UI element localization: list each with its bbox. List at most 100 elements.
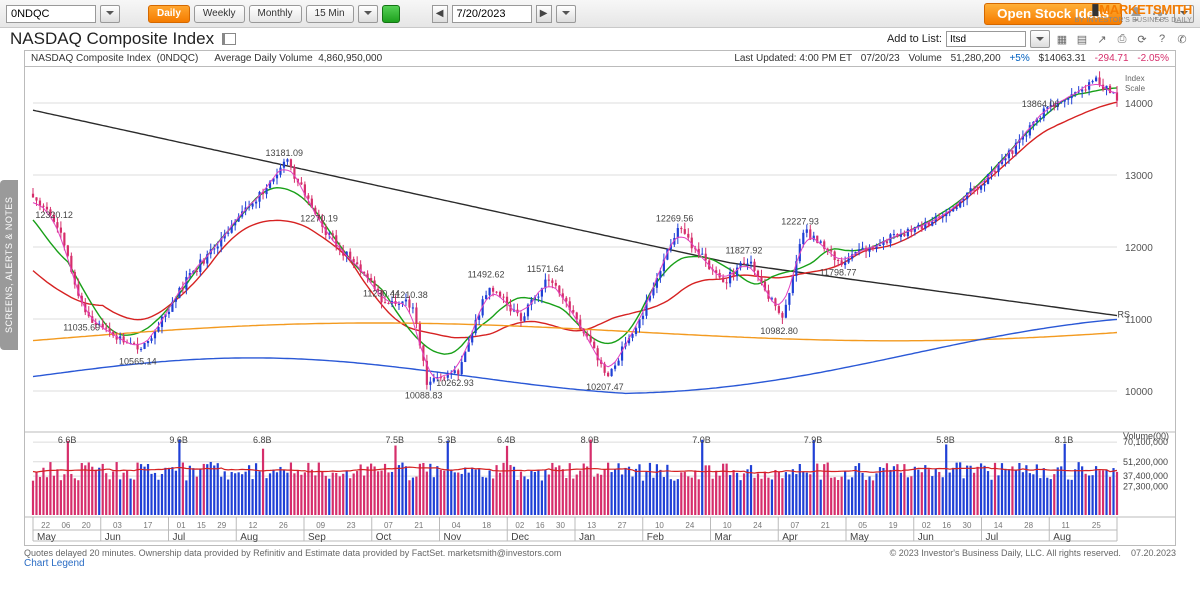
svg-text:Scale: Scale — [1125, 84, 1146, 93]
svg-text:27: 27 — [618, 521, 627, 530]
svg-text:12227.93: 12227.93 — [781, 217, 819, 227]
svg-text:30: 30 — [556, 521, 565, 530]
svg-text:24: 24 — [685, 521, 694, 530]
svg-text:10: 10 — [723, 521, 732, 530]
date-prev[interactable]: ◀ — [432, 5, 448, 23]
chart-container[interactable]: 1000011000120001300014000IndexScaleRS123… — [24, 66, 1176, 546]
help-icon[interactable]: ? — [1154, 31, 1170, 47]
share-icon[interactable]: ↗ — [1094, 31, 1110, 47]
refresh-icon[interactable]: ⟳ — [1134, 31, 1150, 47]
svg-text:May: May — [37, 532, 56, 543]
interval-monthly[interactable]: Monthly — [249, 5, 302, 23]
interval-daily[interactable]: Daily — [148, 5, 190, 23]
svg-text:16: 16 — [536, 521, 545, 530]
svg-text:07: 07 — [790, 521, 799, 530]
add-to-list-label: Add to List: — [887, 33, 942, 45]
svg-text:10: 10 — [655, 521, 664, 530]
chart-legend-link[interactable]: Chart Legend — [24, 558, 1176, 569]
svg-text:8.0B: 8.0B — [581, 435, 600, 445]
chart-svg: 1000011000120001300014000IndexScaleRS123… — [25, 67, 1175, 547]
svg-text:6.4B: 6.4B — [497, 435, 516, 445]
svg-text:11492.62: 11492.62 — [468, 270, 505, 280]
svg-text:02: 02 — [922, 521, 931, 530]
symbol-input[interactable] — [6, 5, 96, 23]
svg-text:29: 29 — [217, 521, 226, 530]
svg-text:02: 02 — [515, 521, 524, 530]
svg-text:22: 22 — [41, 521, 50, 530]
svg-text:Jun: Jun — [105, 532, 121, 543]
svg-text:10000: 10000 — [1125, 387, 1153, 398]
vol-value: 51,280,200 — [951, 53, 1001, 64]
svg-text:7.0B: 7.0B — [692, 435, 711, 445]
svg-text:Sep: Sep — [308, 532, 326, 543]
date-dropdown[interactable] — [556, 5, 576, 23]
svg-text:Dec: Dec — [511, 532, 529, 543]
svg-text:10207.47: 10207.47 — [586, 382, 624, 392]
svg-text:5.3B: 5.3B — [438, 435, 457, 445]
svg-text:Feb: Feb — [647, 532, 665, 543]
interval-dropdown[interactable] — [358, 5, 378, 23]
svg-text:10262.93: 10262.93 — [436, 378, 474, 388]
svg-text:Jan: Jan — [579, 532, 595, 543]
svg-text:11210.38: 11210.38 — [391, 290, 428, 300]
title-bar: NASDAQ Composite Index Add to List: ▦ ▤ … — [0, 28, 1200, 50]
svg-text:24: 24 — [753, 521, 762, 530]
svg-text:12: 12 — [248, 521, 257, 530]
add-to-list-dropdown[interactable] — [1030, 30, 1050, 48]
svg-text:21: 21 — [821, 521, 830, 530]
svg-text:04: 04 — [452, 521, 461, 530]
symbol-dropdown[interactable] — [100, 5, 120, 23]
updated-label: Last Updated: 4:00 PM ET — [734, 53, 852, 64]
brand-logo: ▮MARKETSMITH BY INVESTOR'S BUSINESS DAIL… — [1075, 2, 1192, 24]
sub-ticker: (0NDQC) — [157, 53, 199, 64]
svg-text:07: 07 — [384, 521, 393, 530]
svg-text:30: 30 — [963, 521, 972, 530]
svg-text:8.1B: 8.1B — [1055, 435, 1074, 445]
svg-text:12269.56: 12269.56 — [656, 214, 694, 224]
interval-weekly[interactable]: Weekly — [194, 5, 245, 23]
svg-text:11827.92: 11827.92 — [726, 245, 763, 255]
footer: Quotes delayed 20 minutes. Ownership dat… — [24, 548, 1176, 558]
chart-subheader: NASDAQ Composite Index (0NDQC) Average D… — [24, 50, 1176, 66]
svg-text:12320.12: 12320.12 — [35, 210, 73, 220]
svg-text:Nov: Nov — [444, 532, 462, 543]
svg-text:16: 16 — [942, 521, 951, 530]
svg-text:12270.19: 12270.19 — [300, 214, 338, 224]
copyright: © 2023 Investor's Business Daily, LLC. A… — [890, 548, 1121, 558]
last-price: $14063.31 — [1039, 53, 1086, 64]
adv-label: Average Daily Volume — [214, 53, 312, 64]
page-date: 07.20.2023 — [1131, 548, 1176, 558]
chart-view-icon[interactable]: ▦ — [1054, 31, 1070, 47]
svg-text:11571.64: 11571.64 — [527, 264, 564, 274]
svg-text:15: 15 — [197, 521, 206, 530]
svg-text:11035.69: 11035.69 — [63, 322, 100, 332]
svg-text:Jul: Jul — [173, 532, 186, 543]
svg-text:14000: 14000 — [1125, 99, 1153, 110]
screens-alerts-tab[interactable]: SCREENS, ALERTS & NOTES — [0, 180, 18, 350]
date-input[interactable] — [452, 5, 532, 23]
svg-text:37,400,000: 37,400,000 — [1123, 471, 1168, 481]
date-next[interactable]: ▶ — [536, 5, 552, 23]
interval-15min[interactable]: 15 Min — [306, 5, 354, 23]
add-to-list: Add to List: ▦ ▤ ↗ ⎙ ⟳ ? ✆ — [887, 30, 1190, 48]
add-to-list-input[interactable] — [946, 31, 1026, 47]
svg-text:23: 23 — [347, 521, 356, 530]
refresh-button[interactable] — [382, 5, 400, 23]
phone-icon[interactable]: ✆ — [1174, 31, 1190, 47]
svg-text:5.8B: 5.8B — [936, 435, 955, 445]
price-pct: -2.05% — [1137, 53, 1169, 64]
grid-view-icon[interactable]: ▤ — [1074, 31, 1090, 47]
svg-text:51,200,000: 51,200,000 — [1123, 457, 1168, 467]
svg-text:19: 19 — [889, 521, 898, 530]
print-icon[interactable]: ⎙ — [1114, 31, 1130, 47]
sub-name: NASDAQ Composite Index — [31, 53, 151, 64]
svg-text:26: 26 — [279, 521, 288, 530]
svg-text:13864.06: 13864.06 — [1022, 99, 1060, 109]
svg-text:10565.14: 10565.14 — [119, 356, 157, 366]
adv-value: 4,860,950,000 — [318, 53, 382, 64]
svg-text:Jun: Jun — [918, 532, 934, 543]
svg-text:25: 25 — [1092, 521, 1101, 530]
svg-text:27,300,000: 27,300,000 — [1123, 482, 1168, 492]
svg-text:18: 18 — [482, 521, 491, 530]
flag-icon[interactable] — [222, 33, 236, 45]
